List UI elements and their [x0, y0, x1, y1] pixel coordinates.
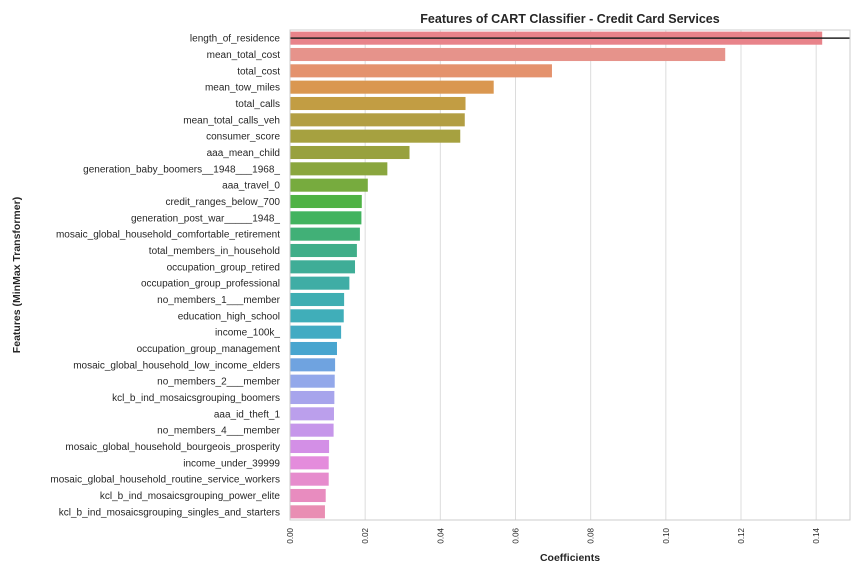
bar	[290, 129, 461, 143]
bar	[290, 80, 494, 94]
bar	[290, 456, 329, 470]
category-label: income_under_39999	[183, 458, 280, 469]
category-label: mosaic_global_household_low_income_elder…	[73, 360, 280, 371]
bar	[290, 358, 336, 372]
bar	[290, 423, 334, 437]
category-label: mosaic_global_household_routine_service_…	[50, 475, 280, 486]
bar	[290, 113, 465, 127]
bar	[290, 96, 466, 111]
bar	[290, 227, 360, 241]
category-label: kcl_b_ind_mosaicsgrouping_singles_and_st…	[59, 507, 280, 518]
category-label: generation_post_war_____1948_	[131, 213, 280, 224]
category-label: mean_tow_miles	[205, 83, 280, 94]
category-label: income_100k_	[215, 328, 280, 339]
plot-frame	[289, 29, 851, 521]
category-label: education_high_school	[178, 311, 280, 322]
bar	[290, 194, 362, 209]
bars	[290, 31, 823, 519]
bar	[290, 145, 410, 160]
bar	[290, 47, 726, 62]
grid	[289, 30, 817, 520]
bar	[290, 439, 330, 454]
category-label: aaa_id_theft_1	[214, 409, 281, 420]
bar	[290, 374, 335, 388]
bar	[290, 292, 345, 307]
category-label: kcl_b_ind_mosaicsgrouping_boomers	[112, 393, 280, 404]
x-tick-label: 0.12	[737, 527, 746, 543]
category-label: aaa_mean_child	[207, 148, 280, 159]
bar	[290, 178, 368, 192]
category-label: total_calls	[236, 99, 280, 110]
bar	[290, 211, 362, 225]
category-label: mean_total_cost	[207, 50, 281, 61]
category-label: occupation_group_management	[137, 344, 281, 355]
x-tick-labels: 0.00 0.02 0.04 0.06 0.08 0.10 0.12 0.14	[286, 527, 821, 543]
category-label: length_of_residence	[190, 34, 281, 45]
category-labels: length_of_residence mean_total_cost total_…	[50, 34, 280, 519]
bar	[290, 162, 388, 176]
category-label: generation_baby_boomers__1948___1968_	[83, 164, 280, 175]
bar	[290, 243, 357, 258]
category-label: occupation_group_retired	[167, 262, 280, 273]
bar	[290, 472, 329, 486]
bar	[290, 505, 325, 519]
bar	[290, 64, 552, 78]
x-tick-label: 0.14	[812, 527, 821, 543]
y-axis-label: Features (MinMax Transformer)	[11, 197, 23, 353]
x-tick-label: 0.08	[587, 527, 596, 543]
category-label: mosaic_global_household_bourgeois_prospe…	[65, 442, 280, 453]
category-label: total_members_in_household	[149, 246, 280, 257]
category-label: occupation_group_professional	[141, 279, 280, 290]
x-axis-label: Coefficients	[540, 552, 600, 564]
category-label: no_members_4___member	[157, 426, 281, 437]
x-tick-label: 0.02	[361, 527, 370, 543]
bar	[290, 390, 335, 405]
category-label: total_cost	[237, 66, 280, 77]
category-label: no_members_1___member	[157, 295, 281, 306]
bar	[290, 260, 356, 274]
bar	[290, 309, 344, 323]
category-label: no_members_2___member	[157, 377, 281, 388]
bar	[290, 488, 326, 503]
x-tick-label: 0.10	[662, 527, 671, 543]
bar	[290, 341, 337, 356]
category-label: aaa_travel_0	[222, 181, 280, 192]
bar	[290, 407, 334, 421]
category-label: credit_ranges_below_700	[165, 197, 280, 208]
bar	[290, 276, 350, 290]
category-label: consumer_score	[206, 132, 280, 143]
x-tick-label: 0.00	[286, 527, 295, 543]
category-label: mosaic_global_household_comfortable_reti…	[56, 230, 280, 241]
bar	[290, 325, 342, 339]
x-tick-label: 0.04	[436, 527, 445, 543]
category-label: kcl_b_ind_mosaicsgrouping_power_elite	[100, 491, 281, 502]
chart-title: Features of CART Classifier - Credit Car…	[420, 12, 719, 26]
category-label: mean_total_calls_veh	[183, 115, 280, 126]
x-tick-label: 0.06	[512, 527, 521, 543]
